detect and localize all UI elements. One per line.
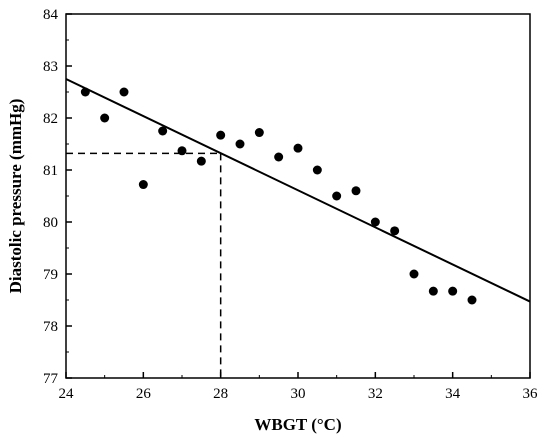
data-point <box>100 113 110 123</box>
data-point <box>428 286 438 296</box>
y-axis-ticks: 77 78 79 80 81 82 83 84 <box>43 7 72 387</box>
x-tick-label: 32 <box>368 386 383 402</box>
data-point <box>370 217 380 227</box>
data-point <box>254 128 264 138</box>
x-tick-label: 28 <box>213 386 228 402</box>
x-axis-ticks: 24 26 28 30 32 34 36 <box>59 372 539 402</box>
data-point <box>274 152 284 162</box>
data-point <box>409 269 419 279</box>
y-tick-label: 83 <box>43 59 58 75</box>
data-point <box>158 126 168 136</box>
y-tick-label: 82 <box>43 111 58 127</box>
data-point <box>177 146 187 156</box>
y-tick-label: 81 <box>43 163 58 179</box>
data-point <box>235 139 245 149</box>
x-tick-label: 26 <box>136 386 152 402</box>
y-tick-label: 84 <box>43 7 59 23</box>
x-tick-label: 34 <box>445 386 461 402</box>
x-tick-label: 30 <box>291 386 306 402</box>
reference-lines <box>66 152 222 378</box>
x-tick-label: 24 <box>59 386 75 402</box>
data-point <box>216 130 226 140</box>
data-point <box>138 180 148 190</box>
x-axis-title: WBGT (°C) <box>254 415 341 434</box>
trend-line <box>65 78 531 303</box>
y-tick-label: 79 <box>43 267 58 283</box>
data-point <box>119 87 129 97</box>
x-tick-label: 36 <box>523 386 539 402</box>
y-tick-label: 80 <box>43 215 58 231</box>
plot-area-frame <box>65 13 531 379</box>
data-point <box>80 87 90 97</box>
data-point <box>293 143 303 153</box>
data-point <box>448 286 458 296</box>
data-point <box>390 226 400 236</box>
data-point <box>351 186 361 196</box>
data-point <box>467 295 477 305</box>
data-point <box>196 156 206 166</box>
y-tick-label: 78 <box>43 319 58 335</box>
data-point <box>312 165 322 175</box>
y-axis-title: Diastolic pressure (mmHg) <box>6 99 25 294</box>
data-points <box>80 87 477 305</box>
data-point <box>332 191 342 201</box>
y-tick-label: 77 <box>43 371 59 387</box>
